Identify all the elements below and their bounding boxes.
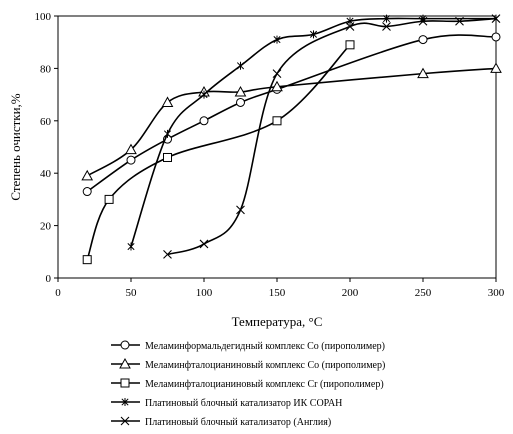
series-line xyxy=(86,67,497,177)
x-axis-title: Температура, °С xyxy=(232,314,323,329)
star-marker xyxy=(309,30,318,39)
x-marker xyxy=(382,22,391,31)
legend-item: Платиновый блочный катализатор ИК СОРАН xyxy=(111,398,342,409)
x-marker xyxy=(120,416,130,426)
series-line xyxy=(86,34,497,193)
triangle-marker xyxy=(490,62,502,73)
x-tick-label: 100 xyxy=(196,287,213,299)
y-tick-label: 20 xyxy=(40,221,52,233)
legend-label: Платиновый блочный катализатор (Англия) xyxy=(145,417,331,428)
x-marker xyxy=(491,14,501,24)
circle-marker xyxy=(126,155,136,165)
star-marker xyxy=(346,17,354,26)
legend-item: Меламинфталоцианиновый комплекс Со (пиро… xyxy=(111,357,385,371)
series-line xyxy=(167,17,497,256)
legend-label: Меламинформальдегидный комплекс Со (пиро… xyxy=(145,341,385,352)
circle-marker xyxy=(199,116,209,126)
triangle-marker xyxy=(81,169,94,181)
triangle-marker xyxy=(417,67,429,79)
legend-label: Платиновый блочный катализатор ИК СОРАН xyxy=(145,398,342,409)
star-marker xyxy=(121,398,129,406)
circle-marker xyxy=(418,35,428,45)
triangle-marker xyxy=(161,96,174,107)
legend-item: Меламинформальдегидный комплекс Со (пиро… xyxy=(111,340,385,352)
x-marker xyxy=(199,239,209,249)
square-marker xyxy=(345,40,355,50)
triangle-marker xyxy=(271,80,283,92)
y-tick-label: 40 xyxy=(40,168,52,180)
series-line xyxy=(130,17,496,247)
star-marker xyxy=(236,61,245,70)
star-marker xyxy=(127,242,135,251)
square-marker xyxy=(104,194,114,204)
series-2 xyxy=(81,62,502,181)
x-tick-label: 0 xyxy=(55,287,61,299)
legend-item: Меламинфталоцианиновый комплекс Cr (пиро… xyxy=(111,378,384,390)
legend: Меламинформальдегидный комплекс Со (пиро… xyxy=(111,340,385,428)
triangle-marker xyxy=(119,357,131,369)
legend-label: Меламинфталоцианиновый комплекс Cr (пиро… xyxy=(145,379,384,390)
star-marker xyxy=(200,90,208,99)
x-marker xyxy=(163,250,172,259)
y-tick-label: 0 xyxy=(46,273,52,285)
triangle-marker xyxy=(125,143,137,155)
x-marker xyxy=(418,16,428,26)
circle-marker xyxy=(120,340,130,350)
square-marker xyxy=(272,116,282,126)
series-3 xyxy=(82,40,355,265)
star-marker xyxy=(382,14,391,23)
series-1 xyxy=(82,32,501,197)
star-marker xyxy=(163,129,172,138)
x-marker xyxy=(345,22,355,31)
series-4 xyxy=(127,14,500,251)
y-tick-label: 60 xyxy=(40,116,52,128)
x-marker xyxy=(236,205,245,215)
square-marker xyxy=(120,378,130,388)
series-line xyxy=(86,44,351,260)
series-5 xyxy=(163,14,501,259)
star-marker xyxy=(273,35,281,44)
square-marker xyxy=(82,255,92,265)
triangle-marker xyxy=(234,85,247,97)
series-lines xyxy=(81,14,502,265)
circle-marker xyxy=(236,97,245,107)
x-marker xyxy=(272,69,282,79)
y-axis-title: Степень очистки,% xyxy=(8,93,23,200)
legend-item: Платиновый блочный катализатор (Англия) xyxy=(111,416,331,428)
square-marker xyxy=(163,152,172,162)
x-tick-label: 50 xyxy=(126,287,138,299)
axis-ticks: 0 50 100 150 200 250 300 0 20 40 60 80 100 xyxy=(35,11,505,299)
x-tick-label: 250 xyxy=(415,287,432,299)
x-marker xyxy=(455,16,464,26)
x-tick-label: 150 xyxy=(269,287,286,299)
legend-label: Меламинфталоцианиновый комплекс Со (пиро… xyxy=(145,360,385,371)
x-tick-label: 200 xyxy=(342,287,359,299)
x-tick-label: 300 xyxy=(488,287,505,299)
plot-area xyxy=(57,15,497,279)
y-tick-label: 100 xyxy=(35,11,52,23)
circle-marker xyxy=(82,187,92,197)
circle-marker xyxy=(491,32,501,42)
y-tick-label: 80 xyxy=(40,63,52,75)
